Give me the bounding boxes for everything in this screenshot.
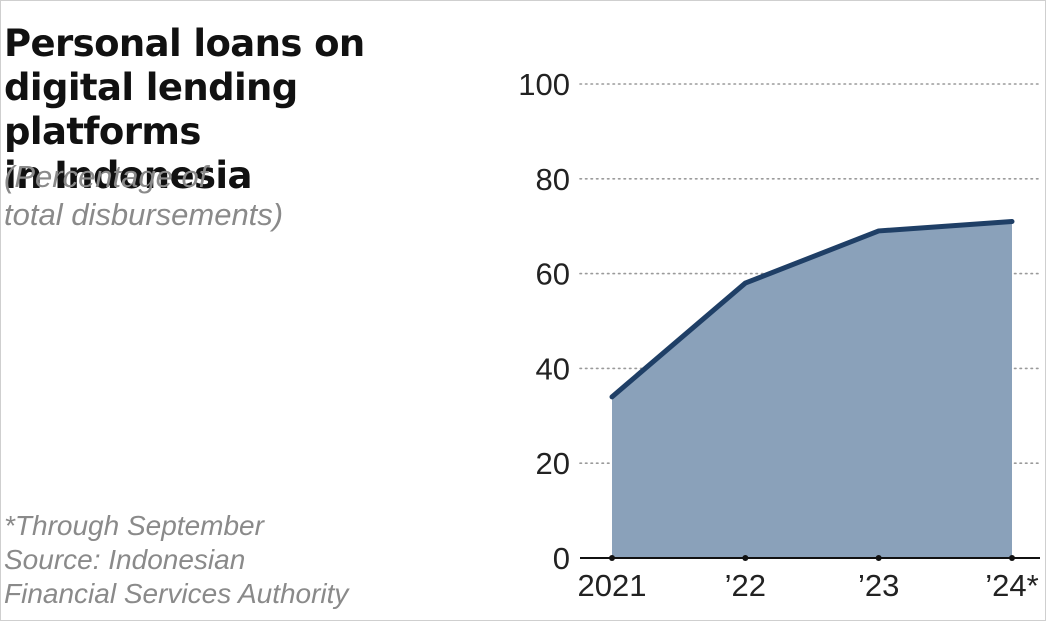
subtitle-line: total disbursements) (4, 197, 284, 232)
series-area (609, 218, 1015, 558)
title-line: Personal loans on (4, 22, 365, 65)
x-tick-label: ’22 (725, 568, 766, 603)
x-tick-label: ’23 (858, 568, 899, 603)
area-fill (612, 221, 1012, 558)
y-tick-label: 60 (536, 257, 570, 292)
y-tick-label: 80 (536, 162, 570, 197)
source-line: Source: Indonesian (4, 544, 246, 575)
source-line: Financial Services Authority (4, 578, 349, 609)
x-tick-label: ’24* (985, 568, 1038, 603)
x-tick-mark (875, 555, 882, 561)
y-axis: 0 20 40 60 80 100 (518, 67, 570, 576)
y-tick-label: 100 (518, 67, 570, 102)
x-tick-mark (1009, 555, 1015, 561)
y-tick-label: 0 (553, 541, 570, 576)
x-tick-mark (609, 555, 615, 561)
x-tick-mark (742, 555, 749, 561)
footnote: *Through September (4, 510, 264, 541)
chart-title: Personal loans on digital lending platfo… (4, 22, 504, 198)
title-line: digital lending platforms (4, 66, 298, 153)
series-line (609, 218, 1015, 400)
title-line: in Indonesia (4, 154, 252, 197)
chart-subtitle: (Percentage of total disbursements) (4, 158, 424, 234)
y-tick-label: 40 (536, 351, 570, 386)
chart-notes: *Through September Source: Indonesian Fi… (4, 509, 424, 611)
x-axis: 2021 ’22 ’23 ’24* (578, 555, 1040, 603)
x-tick-label: 2021 (578, 568, 647, 603)
subtitle-line: (Percentage of (4, 159, 208, 194)
y-tick-label: 20 (536, 446, 570, 481)
